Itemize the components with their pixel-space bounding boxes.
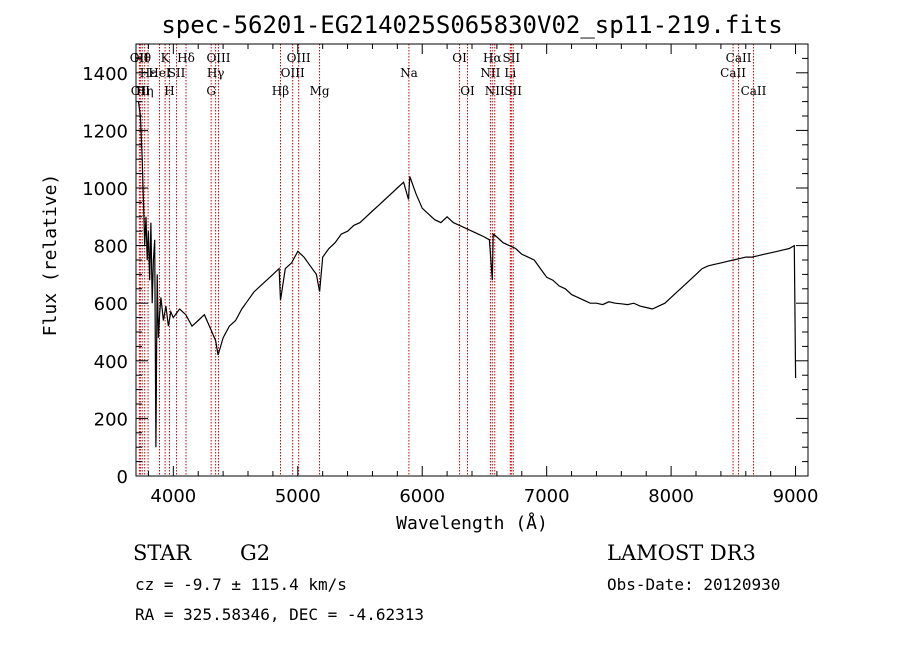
x-axis-ticks: 4000 5000 6000 7000 8000 9000 [147, 44, 819, 507]
x-tick-label: 5000 [275, 486, 321, 507]
spectrum-line [137, 101, 797, 448]
chart-title: spec-56201-EG214025S065830V02_sp11-219.f… [161, 11, 782, 39]
reference-line-label: Mg [310, 84, 330, 98]
redshift-label: cz = -9.7 ± 115.4 km/s [135, 575, 347, 594]
reference-line-label: G [206, 84, 216, 98]
reference-line-label: SII [168, 66, 186, 80]
reference-line-label: Hθ [133, 51, 151, 65]
coordinates-label: RA = 325.58346, DEC = -4.62313 [135, 605, 424, 624]
y-axis-label: Flux (relative) [40, 174, 61, 337]
y-tick-label: 800 [94, 237, 128, 258]
y-tick-label: 1000 [82, 179, 128, 200]
reference-lines [138, 44, 754, 476]
class-label: STAR [133, 541, 192, 565]
reference-line-label: CaII [720, 66, 746, 80]
reference-line-label: Hδ [177, 51, 195, 65]
x-tick-label: 4000 [150, 486, 196, 507]
obs-date-label: Obs-Date: 20120930 [607, 575, 780, 594]
reference-line-label: K [161, 51, 171, 65]
reference-line-label: CaII [741, 84, 767, 98]
reference-line-label: Na [400, 66, 418, 80]
survey-label: LAMOST DR3 [607, 541, 756, 565]
reference-line-label: NII [480, 66, 500, 80]
y-tick-label: 600 [94, 294, 128, 315]
reference-line-label: Hε [140, 66, 157, 80]
reference-line-label: OI [452, 51, 467, 65]
reference-line-label: SII [504, 84, 522, 98]
reference-line-label: Hβ [272, 84, 289, 98]
reference-line-label: NII [485, 84, 505, 98]
y-tick-label: 0 [117, 467, 128, 488]
reference-line-label: OIII [287, 51, 311, 65]
reference-line-label: Li [504, 66, 516, 80]
x-tick-label: 7000 [524, 486, 570, 507]
reference-line-label: H [164, 84, 174, 98]
reference-line-label: SII [502, 51, 520, 65]
x-tick-label: 6000 [399, 486, 445, 507]
x-tick-label: 9000 [773, 486, 819, 507]
x-axis-label: Wavelength (Å) [396, 512, 548, 534]
reference-line-label: OIII [281, 66, 305, 80]
reference-line-labels: OIIOIIHθHηHεHeIKHSIIHδGHγOIIIHβOIIIOIIIM… [130, 51, 767, 98]
y-tick-label: 1400 [82, 64, 128, 85]
y-tick-label: 1200 [82, 121, 128, 142]
y-tick-label: 200 [94, 409, 128, 430]
reference-line-label: Hη [136, 84, 154, 98]
reference-line-label: CaII [726, 51, 752, 65]
reference-line-label: Hα [483, 51, 502, 65]
reference-line-label: OI [460, 84, 475, 98]
plot-frame [135, 43, 809, 477]
subclass-label: G2 [240, 541, 270, 565]
x-tick-label: 8000 [648, 486, 694, 507]
reference-line-label: HeI [148, 66, 171, 80]
y-tick-label: 400 [94, 352, 128, 373]
reference-line-label: OIII [206, 51, 230, 65]
reference-line-label: Hγ [207, 66, 225, 80]
y-axis-ticks: 0 200 400 600 800 1000 1200 1400 [82, 43, 808, 488]
